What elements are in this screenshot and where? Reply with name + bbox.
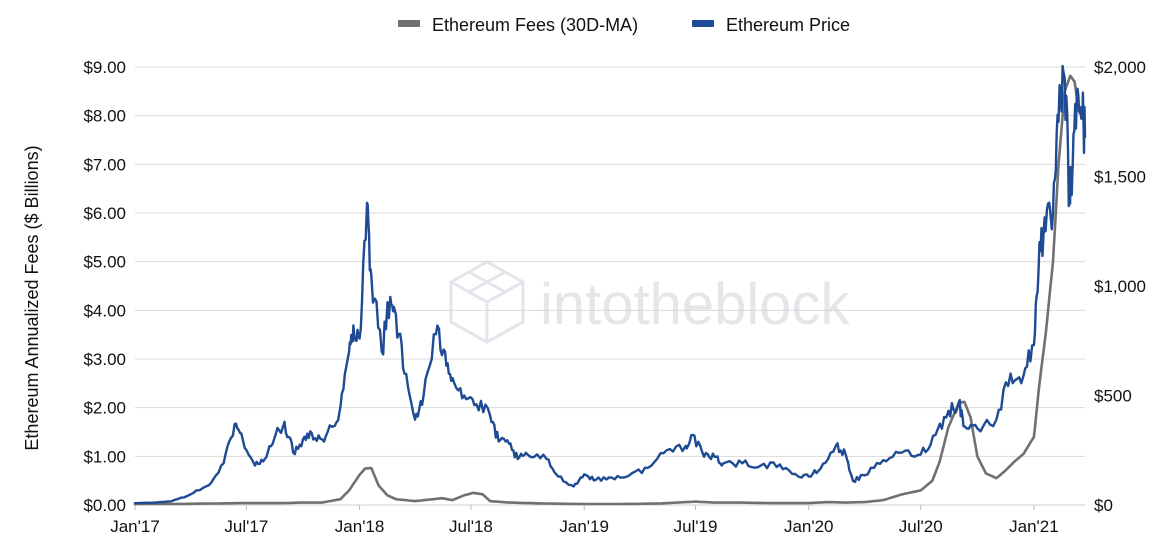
watermark-logo-icon: [449, 260, 525, 344]
x-tick-label: Jul'17: [224, 517, 268, 536]
y-left-tick-label: $6.00: [83, 204, 126, 223]
y-right-tick-label: $2,000: [1094, 58, 1146, 77]
legend-swatch: [398, 20, 420, 27]
legend-label: Ethereum Fees (30D-MA): [432, 15, 638, 35]
y-right-tick-label: $1,000: [1094, 277, 1146, 296]
series-layer: [133, 64, 1087, 506]
legend: Ethereum Fees (30D-MA) Ethereum Price: [398, 15, 850, 35]
series-price-line: [133, 64, 1087, 505]
series-fees-line: [133, 74, 1081, 506]
x-tick-label: Jan'18: [335, 517, 385, 536]
y-right-tick-label: $1,500: [1094, 168, 1146, 187]
y-left-tick-label: $2.00: [83, 399, 126, 418]
y-axis-left-title: Ethereum Annualized Fees ($ Billions): [22, 145, 42, 450]
x-tick-label: Jul'19: [674, 517, 718, 536]
x-tick-label: Jan'21: [1009, 517, 1059, 536]
y-left-tick-label: $4.00: [83, 301, 126, 320]
y-left-tick-label: $9.00: [83, 58, 126, 77]
y-axis-right: $0 $500 $1,000 $1,500 $2,000: [1094, 58, 1146, 515]
y-left-tick-label: $5.00: [83, 253, 126, 272]
x-tick-label: Jan'19: [559, 517, 609, 536]
watermark: intotheblock: [449, 260, 851, 344]
y-left-tick-label: $8.00: [83, 107, 126, 126]
y-left-tick-label: $0.00: [83, 496, 126, 515]
y-left-tick-label: $3.00: [83, 350, 126, 369]
legend-swatch: [692, 20, 714, 27]
y-right-tick-label: $0: [1094, 496, 1113, 515]
y-right-tick-label: $500: [1094, 387, 1132, 406]
y-axis-left: $0.00 $1.00 $2.00 $3.00 $4.00 $5.00 $6.00 $7.00…: [83, 58, 126, 515]
x-tick-label: Jul'18: [449, 517, 493, 536]
x-tick-label: Jul'20: [899, 517, 943, 536]
x-tick-label: Jan'17: [110, 517, 160, 536]
legend-label: Ethereum Price: [726, 15, 850, 35]
watermark-text: intotheblock: [540, 272, 851, 337]
x-tick-label: Jan'20: [784, 517, 834, 536]
y-left-tick-label: $7.00: [83, 155, 126, 174]
x-axis: Jan'17 Jul'17 Jan'18 Jul'18 Jan'19 Jul'19 Jan'…: [110, 505, 1059, 536]
y-left-tick-label: $1.00: [83, 447, 126, 466]
